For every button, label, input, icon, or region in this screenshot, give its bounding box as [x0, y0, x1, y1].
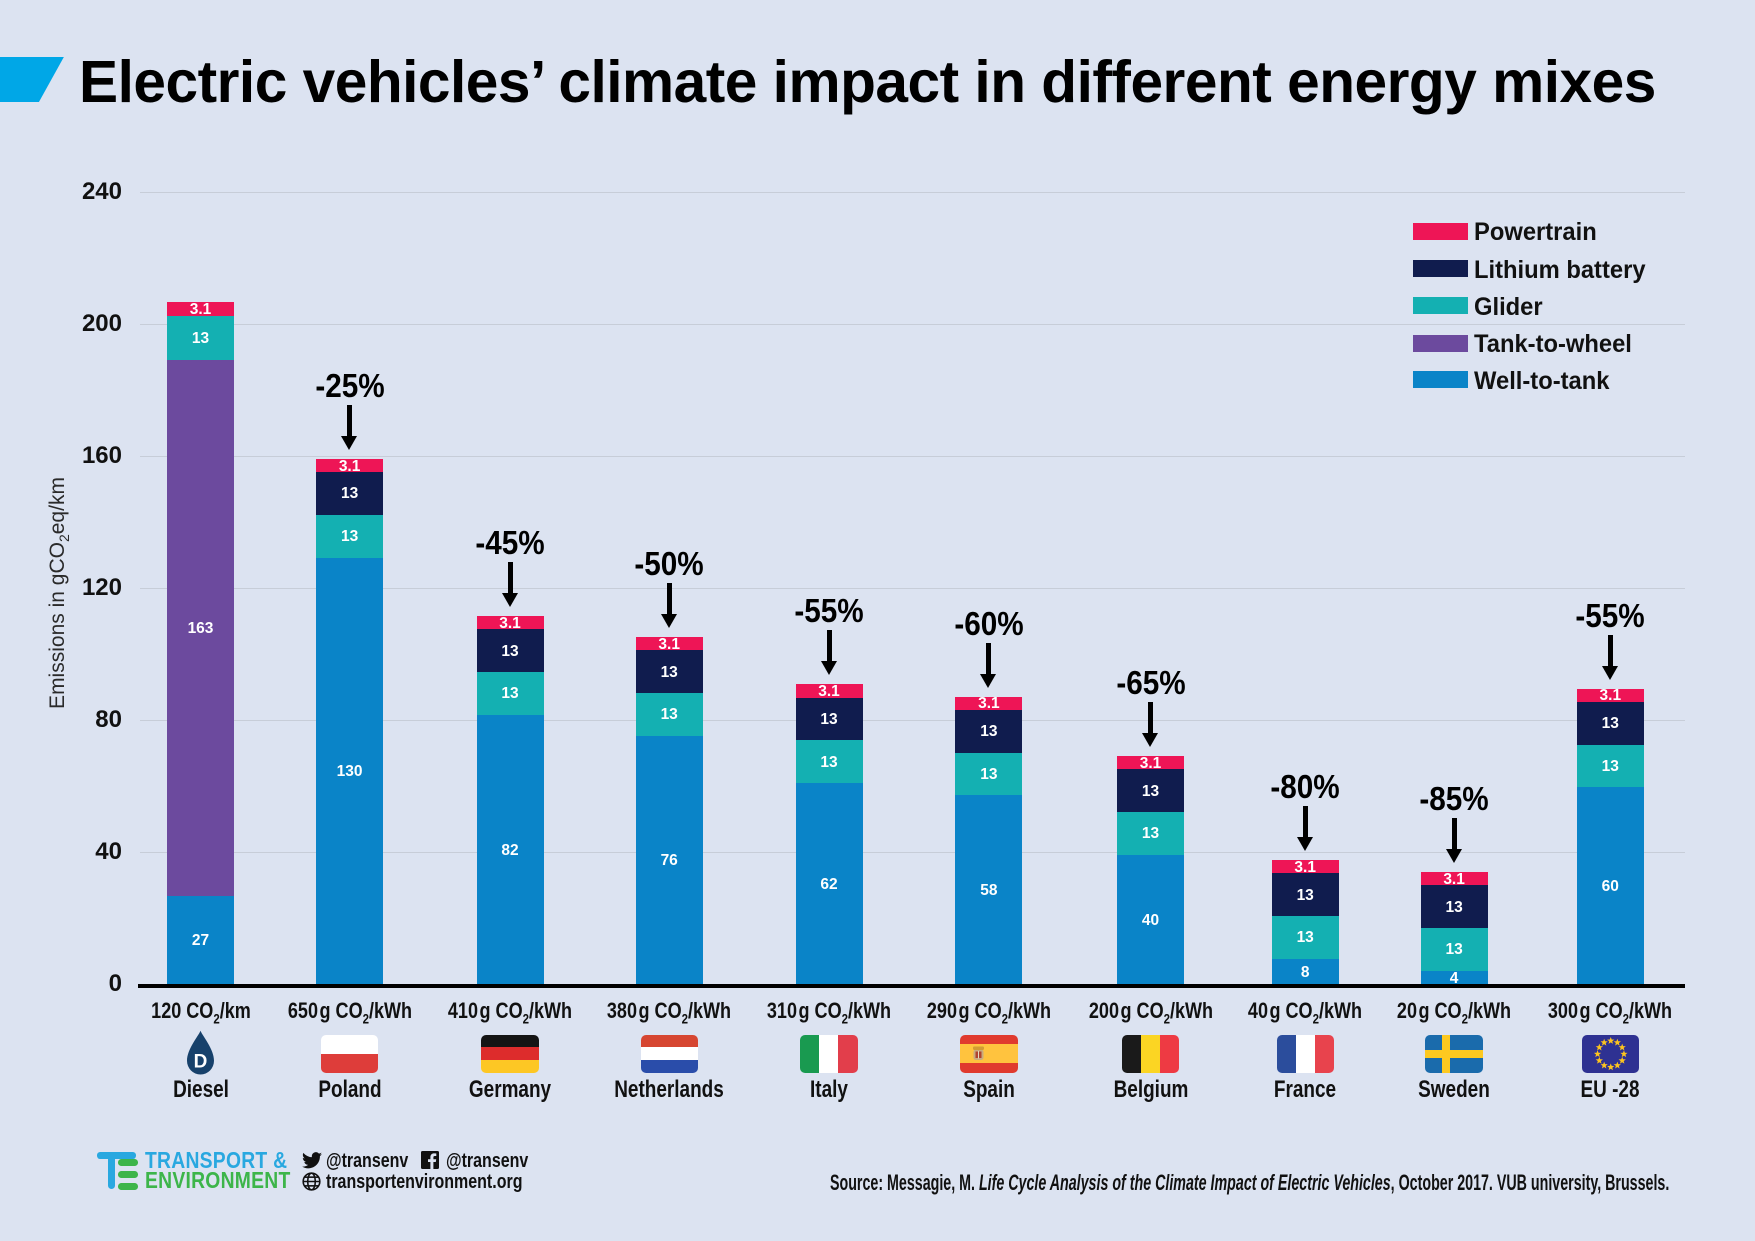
svg-text:D: D: [194, 1052, 208, 1073]
